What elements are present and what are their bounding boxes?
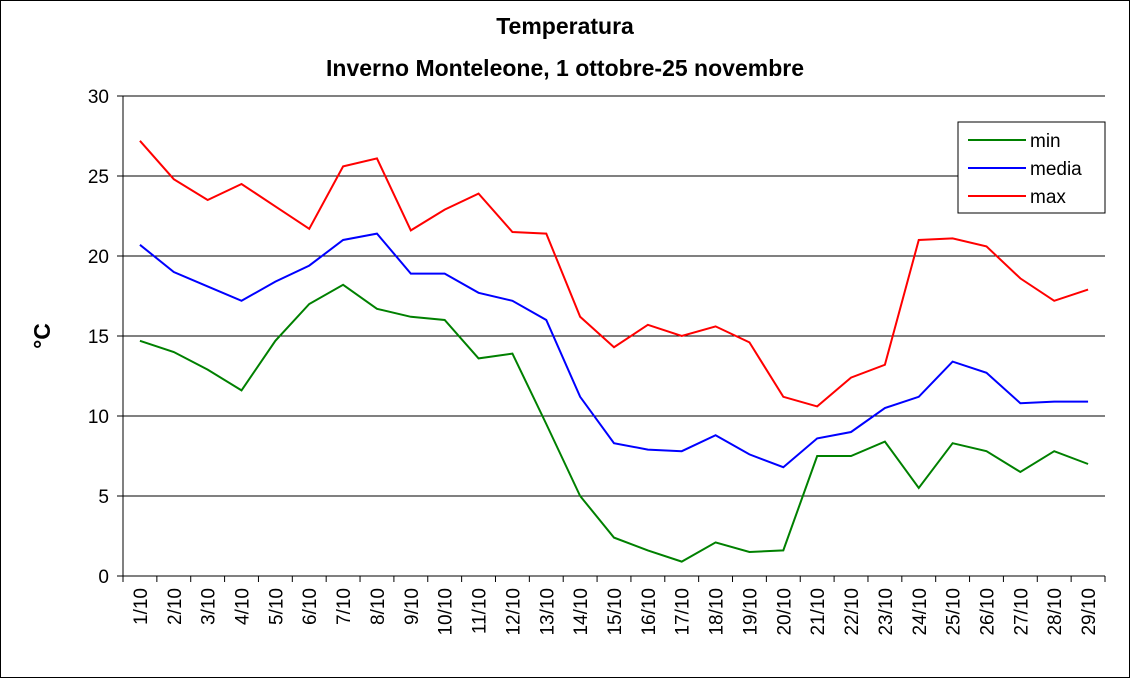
y-tick-label: 25 — [88, 167, 109, 188]
x-tick-label: 10/10 — [436, 588, 457, 636]
x-tick-label: 1/10 — [131, 588, 152, 625]
chart-title: Temperatura — [496, 13, 634, 39]
series-line — [139, 283, 1089, 563]
x-tick-label: 12/10 — [503, 588, 524, 636]
x-tick-label: 27/10 — [1011, 588, 1032, 636]
x-tick-label: 13/10 — [537, 588, 558, 636]
x-tick-label: 5/10 — [266, 588, 287, 625]
legend-label: media — [1030, 159, 1082, 180]
x-tick-label: 6/10 — [300, 588, 321, 625]
legend-label: max — [1030, 187, 1066, 208]
x-tick-label: 11/10 — [470, 588, 491, 634]
y-tick-label: 30 — [88, 87, 109, 108]
x-tick-label: 20/10 — [774, 588, 795, 636]
y-tick-label: 15 — [88, 327, 109, 348]
x-tick-label: 17/10 — [673, 588, 694, 636]
chart-subtitle: Inverno Monteleone, 1 ottobre-25 novembr… — [326, 55, 804, 81]
series-line — [139, 232, 1089, 469]
y-tick-label: 5 — [98, 487, 109, 508]
y-axis-label: °C — [29, 323, 55, 349]
x-tick-label: 7/10 — [334, 588, 355, 625]
x-tick-label: 15/10 — [605, 588, 626, 636]
x-tick-label: 26/10 — [977, 588, 998, 636]
x-tick-label: 4/10 — [233, 588, 254, 625]
x-tick-label: 9/10 — [402, 588, 423, 625]
x-tick-label: 28/10 — [1045, 588, 1066, 636]
x-tick-label: 8/10 — [368, 588, 389, 625]
x-tick-label: 2/10 — [165, 588, 186, 625]
x-tick-label: 23/10 — [876, 588, 897, 636]
legend-label: min — [1030, 131, 1061, 152]
x-tick-label: 19/10 — [740, 588, 761, 636]
x-tick-label: 18/10 — [707, 588, 728, 636]
y-tick-label: 20 — [88, 247, 109, 268]
x-tick-label: 29/10 — [1079, 588, 1100, 636]
x-tick-label: 25/10 — [944, 588, 965, 636]
series-line — [139, 140, 1089, 408]
x-tick-label: 22/10 — [842, 588, 863, 636]
x-tick-label: 14/10 — [571, 588, 592, 636]
x-tick-label: 16/10 — [639, 588, 660, 636]
y-tick-label: 10 — [88, 407, 109, 428]
x-tick-label: 21/10 — [808, 588, 829, 636]
y-tick-label: 0 — [98, 567, 109, 588]
x-tick-label: 3/10 — [199, 588, 220, 625]
x-tick-label: 24/10 — [910, 588, 931, 636]
